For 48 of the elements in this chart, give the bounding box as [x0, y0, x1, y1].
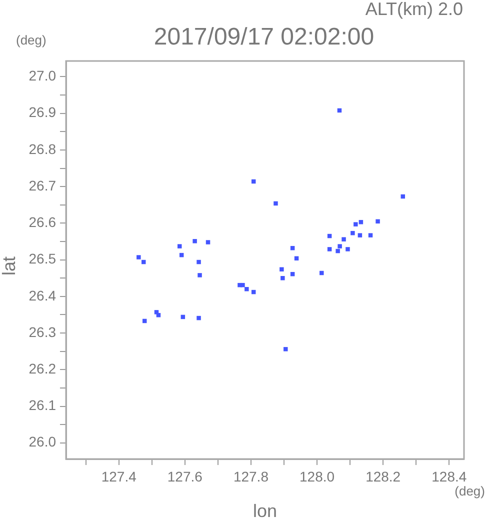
- y-tick-label: 26.8: [28, 140, 56, 157]
- y-tick-label: 27.0: [28, 68, 56, 84]
- point: [320, 270, 324, 276]
- point: [206, 240, 210, 244]
- point: [178, 244, 182, 248]
- x-axis-title: lon: [252, 500, 278, 521]
- y-tick-label: 26.5: [28, 250, 56, 267]
- point: [280, 276, 285, 280]
- point: [196, 260, 201, 264]
- point: [342, 237, 346, 242]
- point: [294, 256, 299, 260]
- y-tick-label: 26.1: [28, 397, 56, 414]
- point: [338, 244, 342, 248]
- x-tick-label: 128.2: [366, 468, 401, 484]
- y-tick-label: 26.3: [28, 324, 56, 340]
- point: [354, 222, 358, 226]
- point: [136, 255, 141, 260]
- x-tick-label: 128.0: [299, 468, 335, 484]
- y-tick-label: 26.0: [28, 434, 56, 450]
- point: [192, 239, 197, 244]
- y-tick-label: 26.7: [28, 177, 56, 194]
- point: [368, 233, 373, 238]
- x-tick-label: 128.4: [432, 468, 467, 484]
- point: [274, 201, 278, 206]
- text: ALT(km) 2.0: [365, 0, 463, 19]
- point: [198, 273, 202, 278]
- point: [350, 230, 355, 236]
- text: (deg): [16, 32, 46, 48]
- point: [244, 286, 249, 292]
- point: [280, 267, 284, 272]
- chart-title: 2017/09/17 02:02:00: [154, 24, 374, 51]
- y-tick-label: 26.9: [28, 104, 56, 120]
- x-tick-label: 127.4: [101, 468, 137, 484]
- x-tick-label: 127.6: [167, 468, 203, 484]
- point: [358, 233, 362, 238]
- point: [376, 219, 380, 224]
- y-tick-label: 26.2: [28, 360, 56, 377]
- x-tick-label: 127.8: [233, 468, 269, 484]
- point: [196, 316, 201, 320]
- point: [336, 248, 340, 254]
- y-axis-title: lat: [0, 256, 19, 276]
- point: [240, 282, 245, 288]
- point: [346, 247, 350, 252]
- y-tick-label: 26.4: [28, 287, 56, 304]
- text: (deg): [454, 484, 485, 499]
- point: [284, 347, 288, 352]
- y-tick-label: 26.6: [28, 214, 56, 230]
- point: [327, 247, 332, 252]
